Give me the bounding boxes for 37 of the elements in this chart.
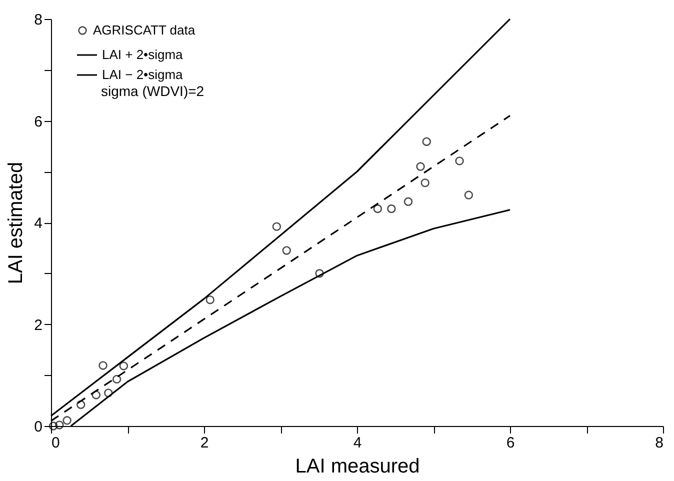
point <box>92 390 100 400</box>
x-tick-label: 0 <box>52 434 60 452</box>
x-tick-label: 8 <box>655 434 664 452</box>
y-axis-title: LAI estimated <box>5 162 28 284</box>
point <box>404 197 413 206</box>
point <box>272 222 282 231</box>
point <box>104 388 113 398</box>
x-axis-title: LAI measured <box>295 456 420 478</box>
point <box>119 362 128 370</box>
point <box>48 422 58 430</box>
point <box>206 295 214 304</box>
point <box>420 178 430 188</box>
point <box>76 400 86 409</box>
y-tick-label: 8 <box>34 12 42 28</box>
annotation: sigma (WDVI)=2 <box>101 83 204 99</box>
y-tick-label: 6 <box>34 113 42 130</box>
point <box>416 162 425 171</box>
y-tick-label: 2 <box>34 316 42 334</box>
y-tick-label: 0 <box>34 418 42 436</box>
point <box>282 246 291 255</box>
legend-label: LAI − 2•sigma <box>102 67 184 82</box>
x-tick-label: 6 <box>506 434 515 452</box>
point <box>55 420 64 430</box>
point <box>455 156 464 166</box>
point <box>98 361 108 370</box>
point <box>112 374 122 384</box>
point <box>373 204 382 214</box>
point <box>62 416 72 425</box>
legend-label: LAI + 2•sigma <box>102 47 184 62</box>
x-tick-label: 4 <box>353 434 362 452</box>
point <box>387 204 396 214</box>
point <box>315 269 324 278</box>
point <box>422 137 431 146</box>
point <box>464 190 474 200</box>
legend-label: AGRISCATT data <box>93 22 196 38</box>
y-tick-label: 4 <box>34 215 42 232</box>
x-tick-label: 2 <box>200 434 209 452</box>
